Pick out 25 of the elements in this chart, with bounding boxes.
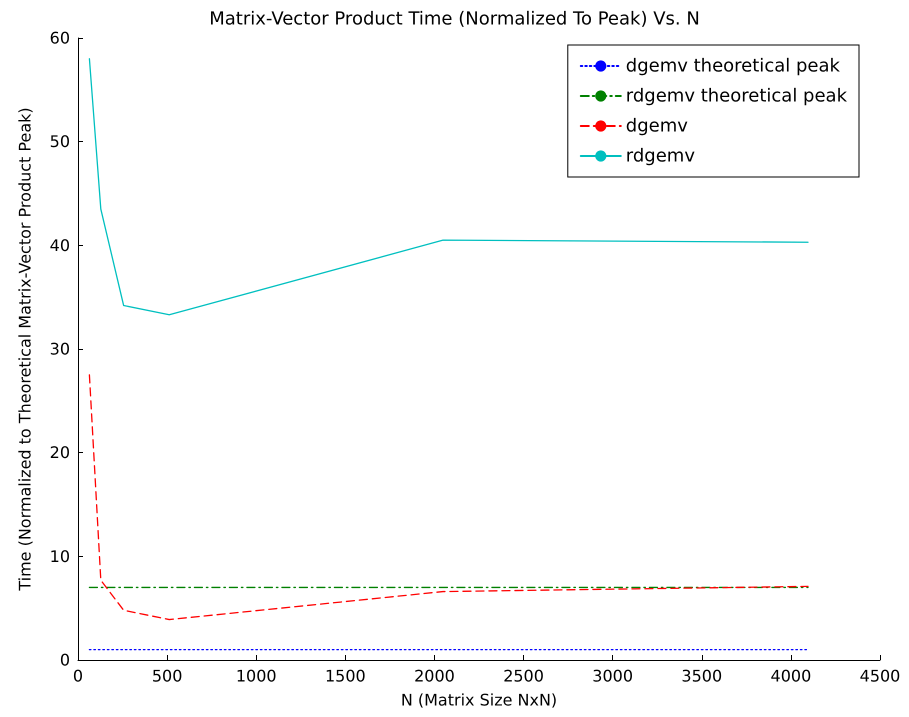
x-tick-label: 1500 (324, 666, 366, 686)
x-tick-label: 2000 (414, 666, 455, 686)
y-tick-label: 10 (50, 546, 70, 566)
x-tick-label: 4000 (770, 666, 812, 686)
line-series (88, 374, 809, 620)
chart-title: Matrix-Vector Product Time (Normalized To Peak) Vs. N (209, 8, 700, 30)
x-axis-title: N (Matrix Size NxN) (400, 690, 558, 710)
x-tick-label: 0 (72, 666, 84, 686)
y-tick-label: 40 (50, 236, 70, 255)
y-tick-label: 30 (50, 340, 70, 358)
y-tick-label: 20 (50, 443, 70, 462)
y-tick-label: 50 (50, 132, 70, 152)
y-tick-label: 0 (60, 650, 70, 670)
x-tick-label: 2500 (503, 666, 544, 686)
legend-label: dgemv theoretical peak (626, 56, 840, 76)
legend-label: rdgemv (626, 146, 696, 166)
x-tick-label: 4500 (860, 666, 900, 686)
legend-label: dgemv (626, 116, 688, 136)
legend-label: rdgemv theoretical peak (626, 86, 848, 106)
y-axis-title: Time (Normalized to Theoretical Matrix-Vector Product Peak) (16, 107, 34, 592)
x-tick-label: 500 (152, 666, 182, 686)
x-tick-label: 3000 (592, 666, 634, 686)
x-tick-label: 1000 (236, 666, 277, 686)
y-tick-label: 60 (50, 28, 70, 48)
x-tick-label: 3500 (681, 666, 722, 686)
